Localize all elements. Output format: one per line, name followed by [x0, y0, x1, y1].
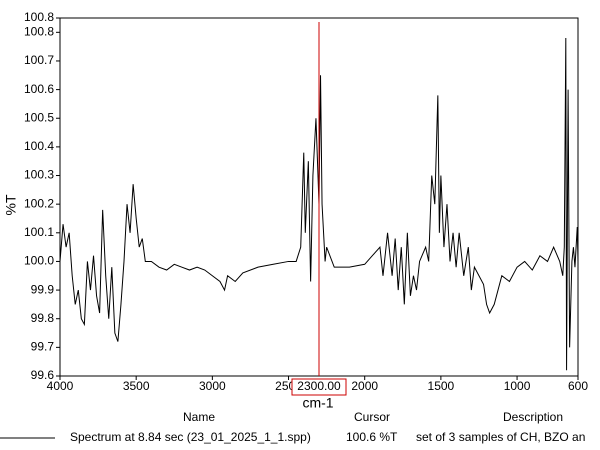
- x-tick-label: 4000: [47, 379, 74, 393]
- y-tick-label: 99.9: [31, 282, 55, 296]
- y-tick-label: 100.8: [24, 10, 54, 24]
- cursor-box: [291, 378, 347, 396]
- y-tick-label: 100.7: [24, 53, 54, 67]
- x-tick-label: 1500: [428, 379, 455, 393]
- y-tick-label: 99.8: [31, 311, 55, 325]
- y-tick-label: 99.6: [31, 368, 55, 382]
- legend-cell: Spectrum at 8.84 sec (23_01_2025_1_1.spp…: [70, 430, 311, 444]
- y-tick-label: 99.7: [31, 340, 55, 354]
- x-tick-label: 2000: [351, 379, 378, 393]
- legend-header: Description: [503, 410, 563, 424]
- y-tick-label: 100.5: [24, 110, 54, 124]
- y-tick-label: 100.2: [24, 196, 54, 210]
- spectrum-line: [59, 38, 579, 371]
- legend-header: Cursor: [354, 410, 390, 424]
- x-axis-label: cm-1: [302, 395, 333, 411]
- y-tick-label: 100.1: [24, 225, 54, 239]
- y-tick-label: 100.3: [24, 168, 54, 182]
- x-tick-label: 3500: [123, 379, 150, 393]
- legend-cell: set of 3 samples of CH, BZO an: [416, 430, 585, 444]
- y-tick-label: 100.4: [24, 139, 54, 153]
- y-tick-label: 100.0: [24, 254, 54, 268]
- x-tick-label: 1000: [504, 379, 531, 393]
- x-tick-label: 600: [568, 379, 588, 393]
- legend-header: Name: [183, 410, 215, 424]
- y-tick-label: 100.6: [24, 82, 54, 96]
- cursor-label: 2300.00: [297, 379, 341, 393]
- x-tick-label: 3000: [199, 379, 226, 393]
- legend-cell: 100.6 %T: [346, 430, 398, 444]
- y-tick-label: 100.8: [24, 24, 54, 38]
- y-axis-label: %T: [3, 194, 19, 215]
